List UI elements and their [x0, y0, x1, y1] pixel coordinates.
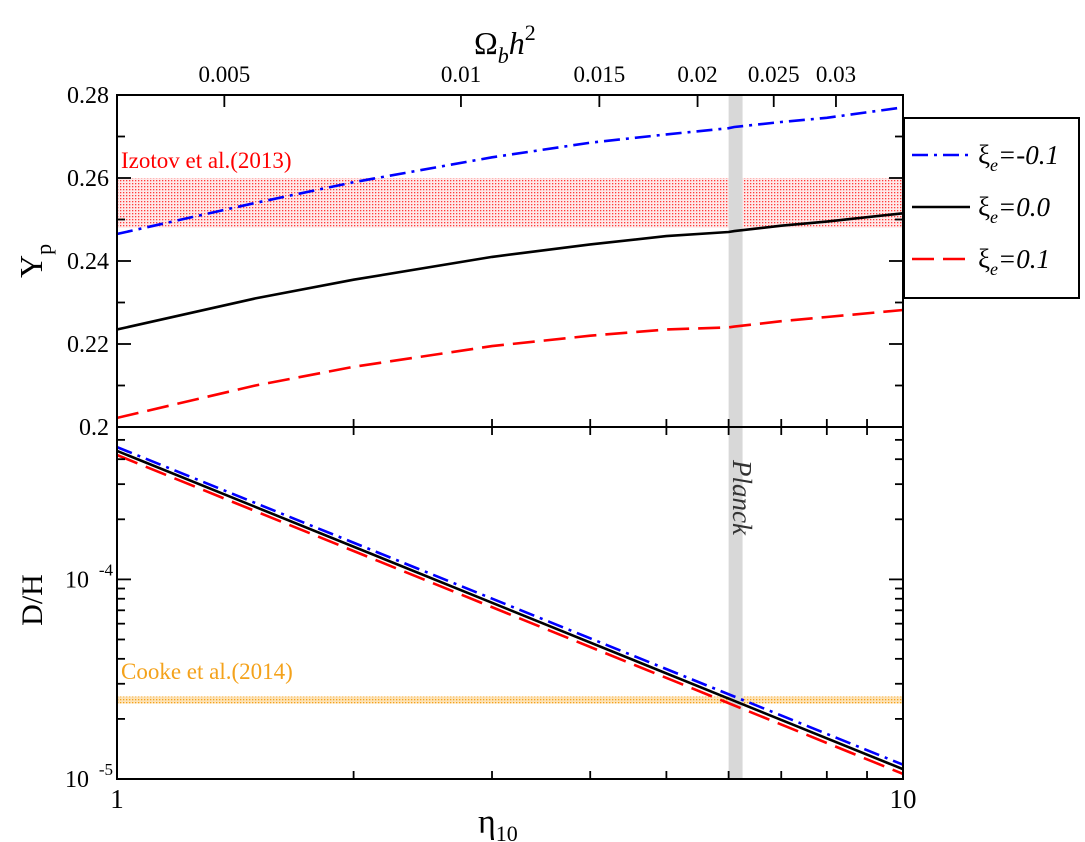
cooke-band [117, 696, 903, 704]
izotov-band [117, 178, 903, 228]
planck-label: Planck [727, 459, 757, 536]
y-tick-label: 0.28 [67, 83, 109, 109]
izotov-label: Izotov et al.(2013) [121, 148, 292, 173]
y-tick-exponent: -4 [99, 560, 114, 579]
top-tick-label: 0.015 [573, 62, 625, 87]
x-tick-label: 1 [110, 784, 124, 814]
yp-series-line-2 [117, 212, 903, 331]
y-tick-label: 0.22 [67, 332, 109, 358]
y-axis-title-top: Yp [13, 244, 56, 278]
legend: ξe=-0.1 ξe=0.0 ξe=0.1 [903, 117, 1080, 299]
legend-label-2: ξe=0.0 [978, 192, 1051, 227]
top-tick-label: 0.01 [441, 62, 481, 87]
y-tick-label: 0.26 [67, 166, 109, 192]
dh-series-line-3 [117, 453, 903, 776]
y-tick-label: 0.2 [79, 415, 109, 441]
y-tick-label: 10 [65, 767, 89, 793]
top-tick-label: 0.03 [816, 62, 856, 87]
top-tick-label: 0.005 [198, 62, 250, 87]
y-axis-title-bottom: D/H [16, 574, 49, 626]
y-tick-exponent: -5 [99, 760, 113, 779]
y-tick-label: 0.24 [67, 249, 109, 275]
yp-series-line-1 [117, 106, 903, 236]
bottom-panel-frame [116, 426, 904, 780]
dh-series-line-1 [117, 445, 903, 766]
dh-series-line-2 [117, 449, 903, 771]
top-tick-label: 0.025 [748, 62, 800, 87]
planck-band [728, 95, 743, 779]
y-tick-label: 10 [65, 567, 89, 593]
top-tick-label: 0.02 [677, 62, 717, 87]
top-panel-frame [116, 94, 904, 428]
x-tick-label: 10 [890, 784, 917, 814]
cooke-label: Cooke et al.(2014) [121, 659, 293, 684]
legend-label-3: ξe=0.1 [978, 244, 1050, 279]
x-axis-title: η10 [478, 804, 518, 842]
top-axis-title: Ωbh2 [474, 20, 536, 68]
yp-series-line-3 [117, 308, 903, 420]
legend-label-1: ξe=-0.1 [978, 140, 1059, 175]
